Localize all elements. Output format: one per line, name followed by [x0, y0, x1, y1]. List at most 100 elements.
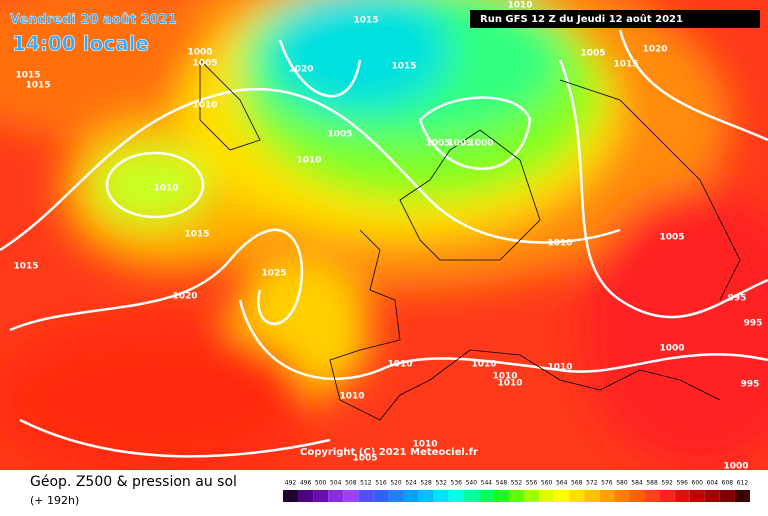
legend-subtitle: (+ 192h)	[30, 494, 79, 507]
scale-label: 524	[405, 480, 417, 487]
scale-swatch	[448, 490, 464, 502]
scale-swatch	[418, 490, 434, 502]
scale-swatch	[539, 490, 555, 502]
scale-swatch	[283, 490, 299, 502]
scale-label: 544	[481, 480, 493, 487]
scale-swatch	[313, 490, 329, 502]
scale-swatch	[584, 490, 600, 502]
scale-swatch	[704, 490, 720, 502]
scale-swatch	[388, 490, 404, 502]
scale-label: 548	[496, 480, 508, 487]
scale-label: 612	[737, 480, 749, 487]
copyright: Copyright (C) 2021 Meteociel.fr	[300, 447, 478, 458]
isobar-label: 995	[728, 294, 747, 304]
isobar-label: 1015	[391, 62, 416, 72]
isobar-label: 1015	[184, 230, 209, 240]
scale-label: 556	[526, 480, 538, 487]
isobar-label: 1010	[387, 360, 412, 370]
isobar-label: 1000	[659, 344, 684, 354]
scale-swatch	[358, 490, 374, 502]
scale-label: 564	[556, 480, 568, 487]
scale-label: 596	[676, 480, 688, 487]
scale-label: 604	[707, 480, 719, 487]
scale-label: 600	[692, 480, 704, 487]
isobar-label: 995	[744, 319, 763, 329]
scale-label: 492	[285, 480, 297, 487]
isobar-label: 1025	[261, 269, 286, 279]
isobar-label: 1010	[547, 239, 572, 249]
isobars	[0, 29, 768, 458]
scale-swatch	[689, 490, 705, 502]
isobar-label: 1005	[192, 59, 217, 69]
scale-label: 540	[466, 480, 478, 487]
scale-swatch	[343, 490, 359, 502]
scale-swatch	[403, 490, 419, 502]
scale-swatch	[298, 490, 314, 502]
scale-label: 516	[375, 480, 387, 487]
isobar-label: 1010	[296, 156, 321, 166]
scale-label: 512	[360, 480, 372, 487]
isobar-label: 1000	[468, 139, 493, 149]
scale-label: 532	[435, 480, 447, 487]
scale-label: 584	[631, 480, 643, 487]
isobar-label: 1015	[353, 16, 378, 26]
run-info: Run GFS 12 Z du Jeudi 12 août 2021	[480, 13, 683, 25]
scale-label: 572	[586, 480, 598, 487]
scale-swatch	[554, 490, 570, 502]
coastlines	[199, 59, 741, 421]
isobar-label: 1020	[642, 45, 667, 55]
scale-label: 508	[345, 480, 357, 487]
scale-label: 536	[451, 480, 463, 487]
time: 14:00 locale	[12, 32, 149, 56]
isobar-label: 1005	[580, 49, 605, 59]
isobar-label: 995	[741, 380, 760, 390]
isobar-label: 1000	[723, 462, 748, 472]
legend-title: Géop. Z500 & pression au sol	[30, 474, 237, 490]
isobar-label: 1005	[447, 139, 472, 149]
scale-swatch	[719, 490, 735, 502]
isobar-label: 1005	[352, 454, 377, 464]
scale-swatch	[524, 490, 540, 502]
isobar-label: 1010	[492, 372, 517, 382]
run-box	[470, 10, 760, 28]
scale-label: 500	[315, 480, 327, 487]
color-scale: 492 496 500 504 508 512 516 520 524 528 532 536 540 5…	[283, 480, 750, 502]
scale-label: 496	[300, 480, 312, 487]
scale-label: 528	[420, 480, 432, 487]
scale-label: 560	[541, 480, 553, 487]
scale-swatch	[508, 490, 525, 502]
scale-swatch	[674, 490, 690, 502]
scale-swatch	[463, 490, 479, 502]
isobar-label: 1010	[497, 379, 522, 389]
map-field	[0, 0, 768, 470]
scale-label: 504	[330, 480, 342, 487]
isobar-label: 1010	[507, 1, 532, 11]
isobar-label: 1010	[547, 363, 572, 373]
isobar-label: 1010	[192, 101, 217, 111]
date: Vendredi 20 août 2021	[10, 13, 177, 28]
scale-swatch	[328, 490, 344, 502]
scale-swatch	[734, 490, 750, 502]
isobar-label: 1005	[659, 233, 684, 243]
scale-label: 568	[571, 480, 583, 487]
isobar-label: 1005	[425, 139, 450, 149]
scale-label: 588	[646, 480, 658, 487]
scale-label: 520	[390, 480, 402, 487]
scale-swatch	[644, 490, 660, 502]
scale-label: 576	[601, 480, 613, 487]
scale-swatch	[433, 490, 449, 502]
scale-swatch	[599, 490, 615, 502]
scale-swatch	[614, 490, 630, 502]
isobar-label: 1015	[25, 81, 50, 91]
isobar-label: 1010	[153, 184, 178, 194]
scale-label: 608	[722, 480, 734, 487]
isobar-label: 1010	[339, 392, 364, 402]
isobar-label: 1020	[288, 65, 313, 75]
scale-swatch	[478, 490, 494, 502]
scale-swatch	[629, 490, 645, 502]
scale-swatch	[569, 490, 585, 502]
scale-swatch	[659, 490, 675, 502]
